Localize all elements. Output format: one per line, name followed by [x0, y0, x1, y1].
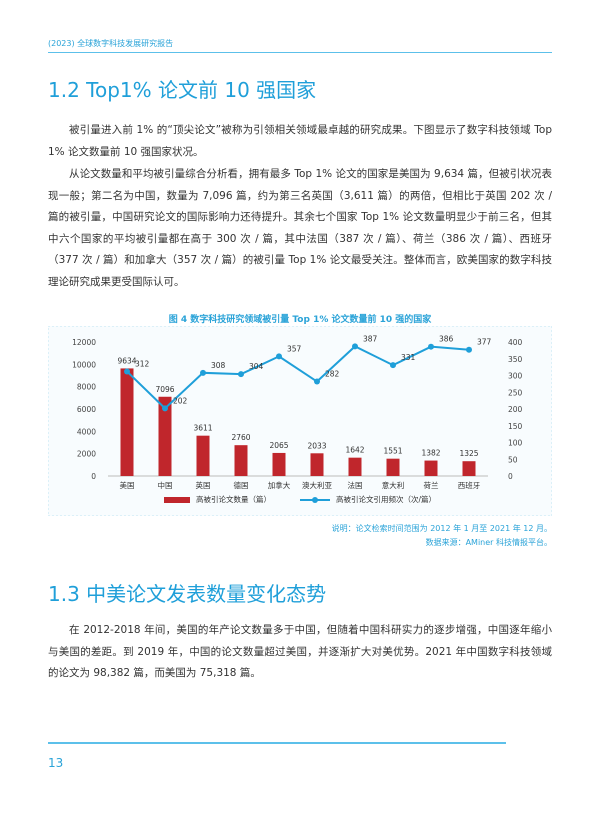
legend-line-marker — [312, 497, 318, 503]
line-point-6 — [314, 378, 320, 385]
line-point-3 — [200, 369, 206, 376]
section1-paragraph-1: 被引量进入前 1% 的“顶尖论文”被称为引领相关领域最卓越的研究成果。下图显示了… — [48, 124, 552, 158]
line-value-label: 308 — [211, 361, 226, 370]
y-right-tick-label: 150 — [508, 422, 523, 431]
y-left-tick-label: 4000 — [77, 427, 96, 436]
line-point-9 — [428, 343, 434, 350]
citation-line — [126, 345, 470, 410]
bar-1 — [120, 368, 134, 476]
bar-value-label: 1642 — [345, 446, 364, 455]
x-category-label: 德国 — [234, 480, 249, 490]
bar-8 — [386, 458, 400, 476]
line-value-label: 357 — [287, 344, 302, 353]
x-category-label: 中国 — [158, 480, 173, 490]
bar-value-label: 3611 — [193, 424, 212, 433]
y-right-tick-label: 50 — [508, 455, 518, 464]
line-value-label: 386 — [439, 335, 454, 344]
line-point-10 — [466, 346, 472, 353]
line-value-label: 304 — [249, 362, 264, 371]
line-value-label: 202 — [173, 396, 188, 405]
chart-note: 说明：论文检索时间范围为 2012 年 1 月至 2021 年 12 月。 — [331, 524, 552, 533]
line-value-label: 387 — [363, 334, 378, 343]
report-header-title: (2023) 全球数字科技发展研究报告 — [48, 39, 174, 48]
y-left-tick-label: 0 — [91, 472, 96, 481]
bar-6 — [310, 453, 324, 476]
x-category-label: 西班牙 — [458, 480, 481, 490]
header-divider — [48, 52, 552, 53]
y-right-tick-label: 400 — [508, 338, 523, 347]
y-right-tick-label: 250 — [508, 388, 523, 397]
chart-source: 数据来源：AMiner 科技情报平台。 — [425, 538, 552, 547]
bar-value-label: 2760 — [231, 433, 250, 442]
y-right-tick-label: 100 — [508, 439, 523, 448]
section2-paragraph-1: 在 2012-2018 年间，美国的年产论文数量多于中国，但随着中国科研实力的逐… — [48, 624, 552, 679]
bar-value-label: 1382 — [421, 449, 440, 458]
line-value-label: 377 — [477, 338, 492, 347]
bar-value-label: 1551 — [383, 447, 402, 456]
legend-bar-swatch — [164, 497, 190, 503]
line-point-7 — [352, 343, 358, 350]
y-right-tick-label: 350 — [508, 355, 523, 364]
x-category-label: 荷兰 — [424, 480, 439, 490]
section-title-top1: 1.2 Top1% 论文前 10 强国家 — [48, 78, 317, 102]
line-point-5 — [276, 353, 282, 360]
bar-value-label: 7096 — [155, 385, 174, 394]
x-category-label: 法国 — [348, 480, 363, 490]
x-category-label: 美国 — [120, 480, 135, 490]
bar-value-label: 2033 — [307, 441, 326, 450]
bar-value-label: 1325 — [459, 449, 478, 458]
line-value-label: 312 — [135, 359, 150, 368]
legend-line-label: 高被引论文引用频次（次/篇） — [336, 494, 436, 504]
y-right-tick-label: 200 — [508, 405, 523, 414]
bar-10 — [462, 461, 476, 476]
section-title-china-us: 1.3 中美论文发表数量变化态势 — [48, 582, 327, 606]
x-category-label: 英国 — [196, 480, 211, 490]
line-point-1 — [124, 368, 130, 375]
chart-title: 图 4 数字科技研究领域被引量 Top 1% 论文数量前 10 强的国家 — [168, 315, 432, 325]
section1-paragraph-2: 从论文数量和平均被引量综合分析看，拥有最多 Top 1% 论文的国家是美国为 9… — [48, 168, 552, 288]
x-category-label: 意大利 — [382, 480, 405, 490]
y-left-tick-label: 8000 — [77, 383, 96, 392]
bar-2 — [158, 396, 172, 476]
bar-7 — [348, 457, 362, 476]
bar-value-label: 9634 — [117, 356, 136, 365]
page-number: 13 — [48, 756, 64, 770]
bar-5 — [272, 452, 286, 476]
chart-container: 0 2000 4000 6000 8000 10000 12000 0 50 100 150 200… — [47, 325, 553, 517]
bar-3 — [196, 435, 210, 476]
y-right-tick-label: 0 — [508, 472, 513, 481]
footer-divider — [48, 742, 506, 744]
y-left-tick-label: 6000 — [77, 405, 96, 414]
line-point-2 — [162, 405, 168, 412]
line-point-8 — [390, 362, 396, 369]
x-category-label: 澳大利亚 — [302, 480, 332, 490]
legend-bar-label: 高被引论文数量（篇） — [196, 494, 271, 504]
y-right-tick-label: 300 — [508, 372, 523, 381]
bar-line-chart: 0 2000 4000 6000 8000 10000 12000 0 50 100 150 200… — [47, 325, 553, 517]
y-left-tick-label: 10000 — [72, 360, 96, 369]
line-value-label: 282 — [325, 370, 340, 379]
bar-4 — [234, 445, 248, 476]
y-left-tick-label: 12000 — [72, 338, 96, 347]
y-left-tick-label: 2000 — [77, 450, 96, 459]
x-category-label: 加拿大 — [268, 480, 291, 490]
bar-9 — [424, 460, 438, 476]
line-value-label: 331 — [401, 353, 416, 362]
bar-value-label: 2065 — [269, 441, 288, 450]
line-point-4 — [238, 371, 244, 378]
